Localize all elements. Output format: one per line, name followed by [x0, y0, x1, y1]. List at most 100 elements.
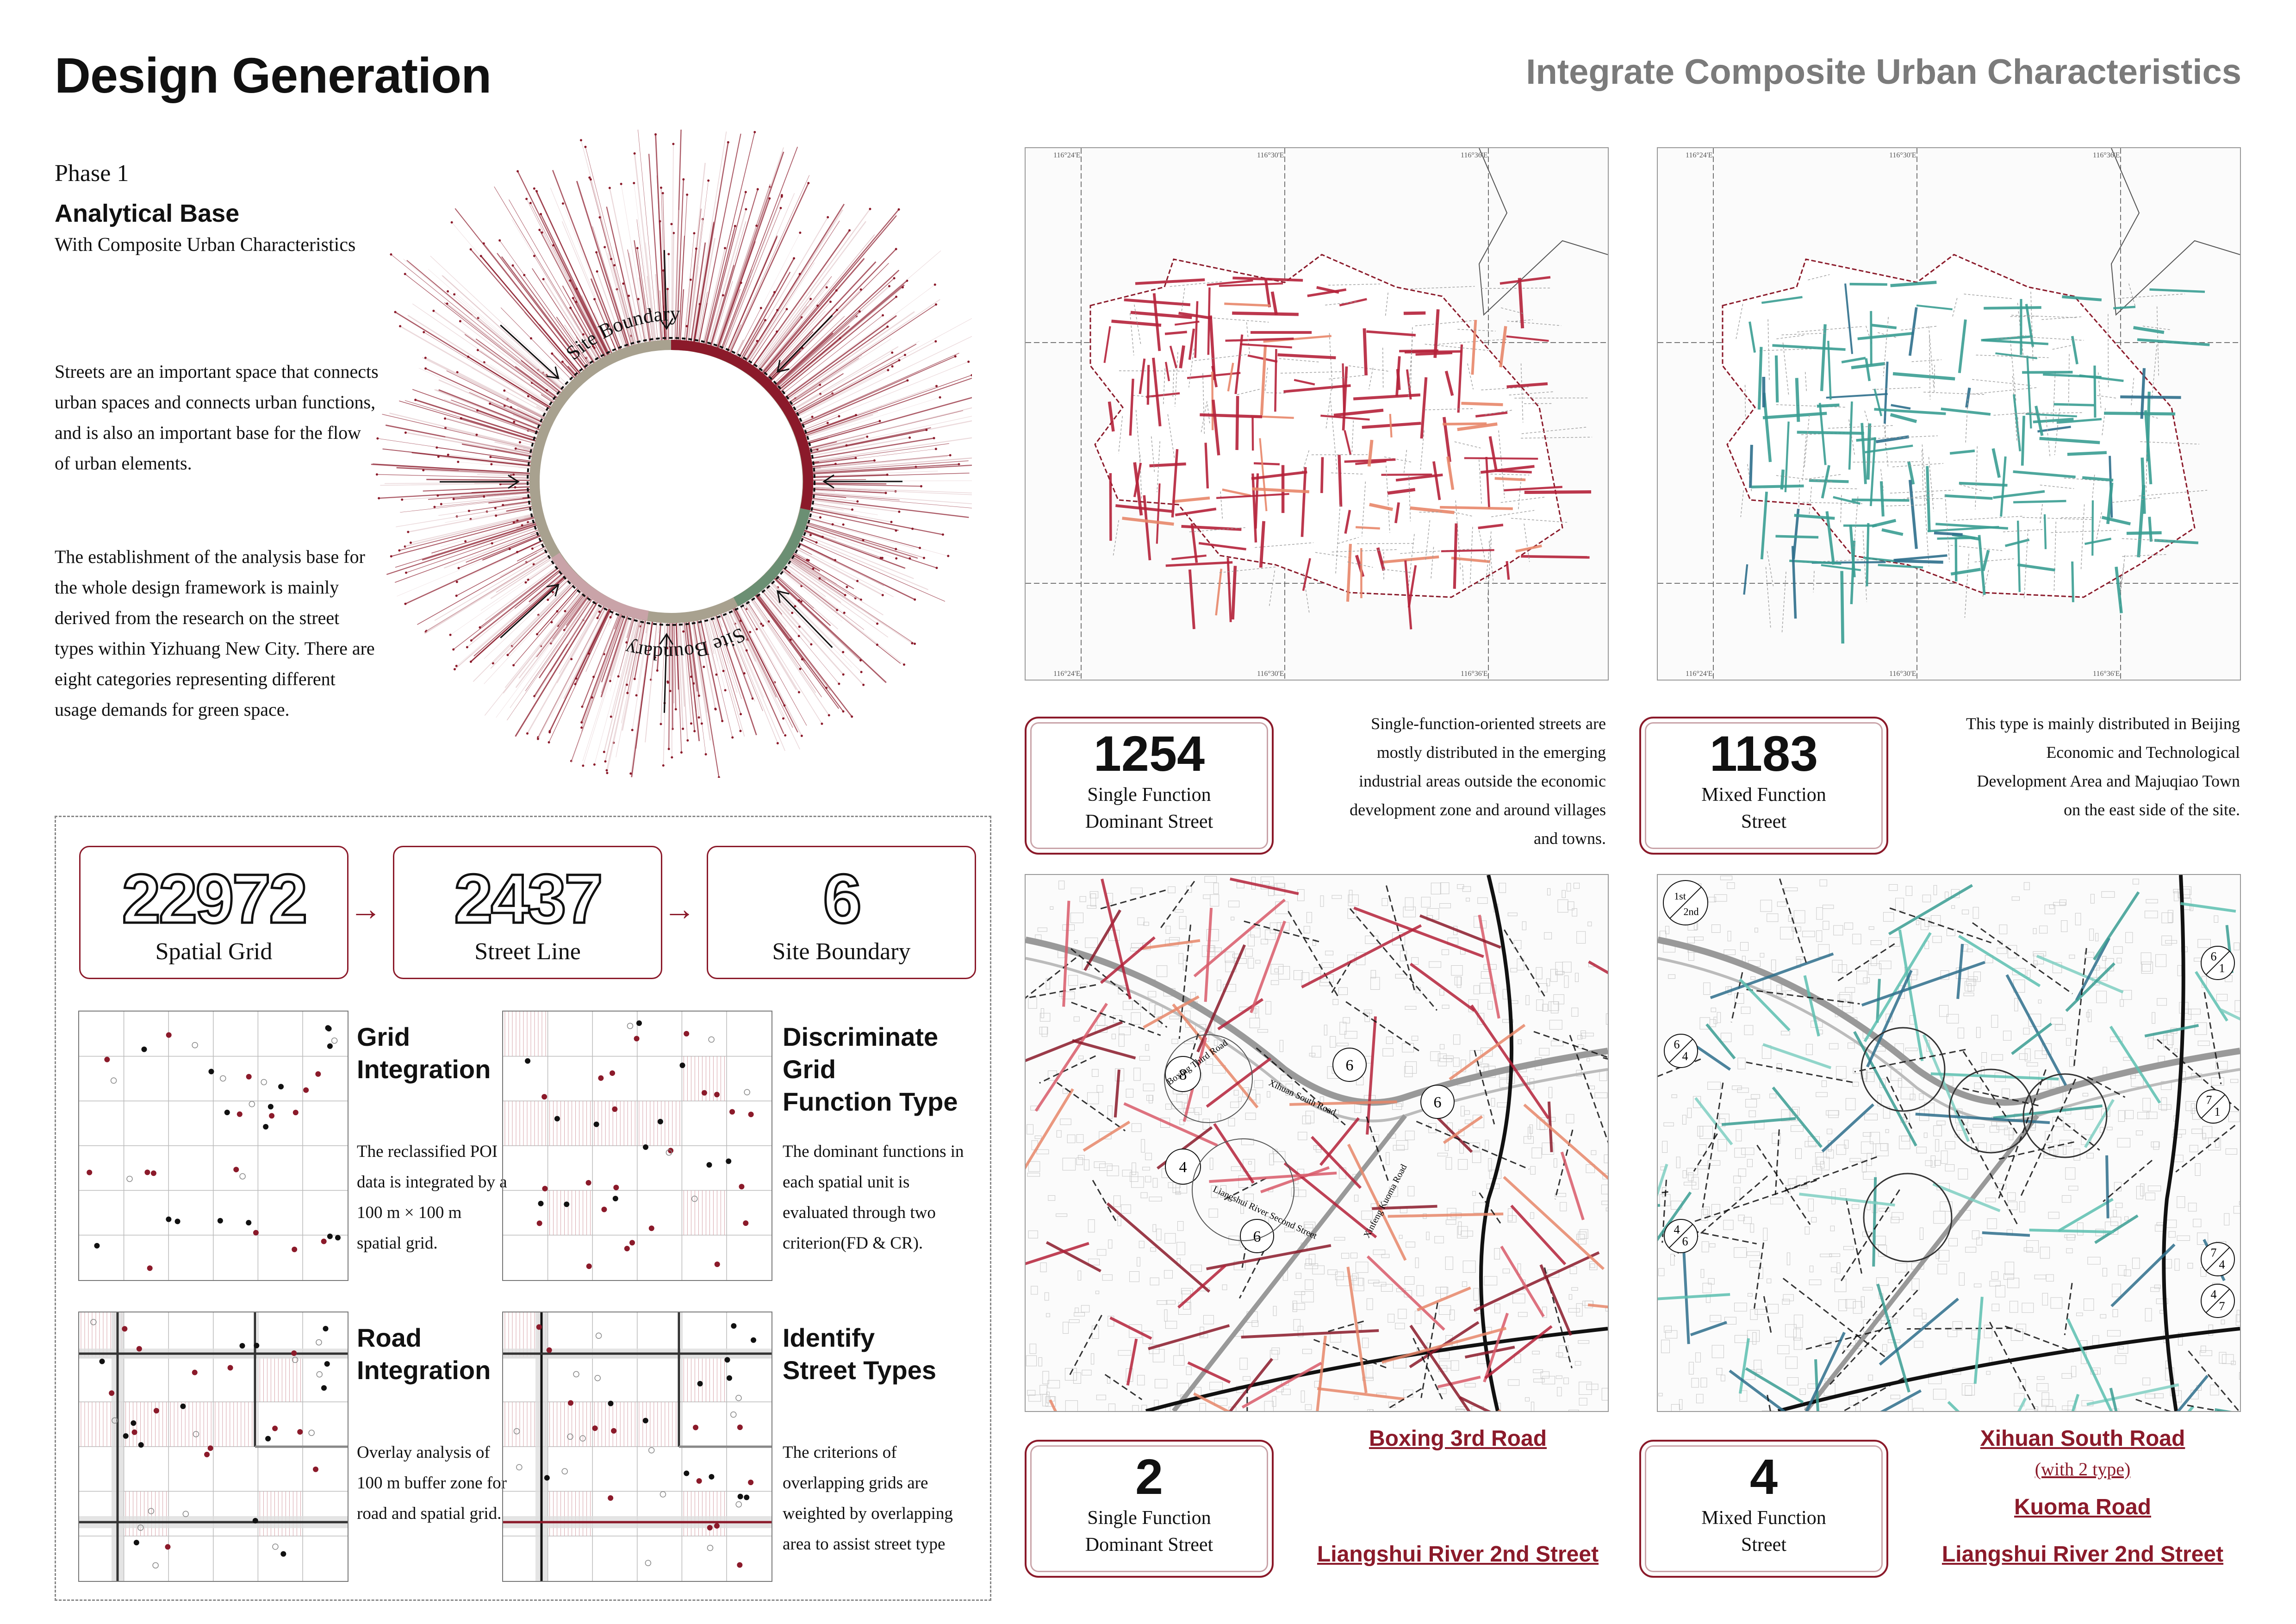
arrow-icon: → [663, 892, 696, 927]
street-line-label: Street Line [474, 938, 581, 965]
step-grid-integration-text: The reclassified POI data is integrated … [357, 1142, 507, 1253]
mixed-function-detail-count: 4 [1749, 1449, 1778, 1505]
fraction-bottom: 6 [1682, 1235, 1688, 1248]
fraction-bottom: 1 [2219, 962, 2225, 975]
ring-road-edge [1026, 957, 1608, 1123]
fraction-bottom: 2nd [1684, 906, 1699, 917]
radial-street-diagram: Site Boundary Site Boundary [371, 130, 972, 778]
single-function-count: 1254 [1093, 725, 1205, 781]
step-identify-text: The criterions of overlapping grids are … [783, 1443, 953, 1554]
method-paragraph: The establishment of the analysis base f… [55, 546, 375, 720]
mixed-function-city-map: 116°24'E 116°30'E 116°36'E 116°24'E 116°… [1657, 147, 2241, 681]
page-title: Design Generation [55, 47, 492, 103]
coord-label-2: 116°30'E [1257, 151, 1284, 159]
discriminate-grid-diagram [502, 1011, 772, 1281]
mixed-function-caption-1: Mixed Function [1701, 784, 1826, 806]
fraction-bottom: 4 [2219, 1258, 2225, 1271]
ring-road-edge [1658, 957, 2240, 1123]
count-box-site-boundary: 6 Site Boundary [707, 846, 976, 979]
mixed-function-detail-map: 1st 2nd 6 1 6 4 7 1 4 6 7 4 4 7 [1657, 874, 2241, 1412]
circle-label-6b: 6 [1434, 1094, 1442, 1111]
single-function-caption-2: Dominant Street [1085, 811, 1213, 832]
coord-label-bottom-2: 116°30'E [1889, 670, 1916, 678]
coord-label-1: 116°24'E [1053, 151, 1080, 159]
identify-street-types-diagram [502, 1312, 772, 1582]
coord-label-bottom-1: 116°24'E [1053, 670, 1080, 678]
mixed-function-detail-caption-1: Mixed Function [1701, 1507, 1826, 1529]
eastern-highway [2162, 875, 2185, 1411]
ring-road [1026, 937, 1608, 1106]
analytical-base-subtitle: With Composite Urban Characteristics [55, 234, 356, 256]
site-boundary-label: Site Boundary [772, 938, 911, 965]
road-label-kuoma: Xinfeng Kuoma Road [1362, 1162, 1409, 1239]
road-link-liangshui-right[interactable]: Liangshui River 2nd Street [1941, 1542, 2224, 1567]
road-link-xihuan-south[interactable]: Xihuan South Road [1980, 1426, 2185, 1451]
site-boundary-outline [1722, 254, 2196, 598]
diagonal-road [1804, 1114, 2039, 1411]
street-network [1658, 878, 2240, 1411]
fraction-top: 4 [1674, 1223, 1680, 1237]
fraction-circle: 71 [2196, 1089, 2230, 1124]
circle-label-4: 4 [1179, 1159, 1187, 1176]
spatial-grid-label: Spatial Grid [155, 938, 273, 965]
circle-label-8: 8 [1179, 1066, 1187, 1083]
fraction-top: 1st [1674, 890, 1686, 902]
road-link-kuoma[interactable]: Kuoma Road [2014, 1495, 2151, 1519]
diagonal-road [1172, 1114, 1407, 1411]
inward-arrows [439, 250, 902, 713]
step-road-integration-title: Road Integration [357, 1323, 491, 1385]
count-box-street-line: 2437 Street Line [393, 846, 662, 979]
fraction-circle: 47 [2201, 1284, 2235, 1318]
single-function-detail-count: 2 [1135, 1449, 1164, 1505]
step-identify-title: Identify Street Types [783, 1323, 936, 1385]
large-circles [1860, 1027, 2108, 1262]
coord-label-bottom-1: 116°24'E [1686, 670, 1712, 678]
fraction-top: 7 [2211, 1246, 2217, 1260]
eastern-highway [1479, 875, 1513, 1411]
circle-label-6c: 6 [1253, 1228, 1261, 1245]
analytical-base-title: Analytical Base [55, 200, 240, 227]
street-network [1736, 274, 2210, 644]
coord-label-bottom-3: 116°36'E [1461, 670, 1487, 678]
road-note-two-types: (with 2 type) [2035, 1459, 2131, 1480]
southern-highway [1145, 1327, 1608, 1411]
fraction-circle: 74 [2201, 1242, 2235, 1276]
mixed-function-description: This type is mainly distributed in Beiji… [1966, 714, 2240, 819]
mixed-function-detail-box: 4 Mixed Function Street [1639, 1440, 1888, 1578]
grid-integration-diagram [78, 1011, 348, 1281]
road-link-liangshui-left[interactable]: Liangshui River 2nd Street [1317, 1542, 1599, 1567]
road-link-boxing-3rd[interactable]: Boxing 3rd Road [1369, 1426, 1547, 1451]
single-function-description: Single-function-oriented streets are mos… [1350, 714, 1606, 848]
coord-label-2: 116°30'E [1889, 151, 1916, 159]
coord-label-bottom-3: 116°36'E [2093, 670, 2120, 678]
mixed-function-count: 1183 [1709, 725, 1818, 781]
numbered-circles: 8 6 6 4 6 [1164, 1034, 1455, 1253]
single-function-detail-map: 8 6 6 4 6 Boxing Third Road Xihuan South… [1025, 874, 1609, 1412]
boundary-ring-dark-arc [671, 339, 814, 511]
step-discriminate-title: Discriminate Grid Function Type [783, 1022, 958, 1116]
boundary-ring-pink-arc [551, 552, 649, 621]
single-function-count-box: 1254 Single Function Dominant Street [1025, 717, 1274, 855]
single-function-caption-1: Single Function [1087, 784, 1211, 806]
step-discriminate-text: The dominant functions in each spatial u… [783, 1142, 964, 1253]
fraction-bottom: 4 [1682, 1049, 1688, 1063]
site-boundary-count: 6 [822, 859, 863, 939]
count-box-spatial-grid: 22972 Spatial Grid [79, 846, 348, 979]
boundary-dashed-ring [527, 337, 815, 626]
single-function-detail-caption-2: Dominant Street [1085, 1534, 1213, 1555]
street-line-count: 2437 [453, 859, 604, 939]
fraction-circle: 61 [2201, 946, 2235, 980]
step-grid-integration-title: Grid Integration [357, 1022, 491, 1084]
fraction-bottom: 1 [2215, 1105, 2221, 1118]
boundary-ring-green-arc [733, 508, 810, 606]
single-function-city-map: 116°24'E 116°30'E 116°36'E 116°24'E 116°… [1025, 147, 1609, 681]
process-panel: 22972 Spatial Grid → 2437 Street Line → … [55, 816, 991, 1601]
street-network [1026, 877, 1608, 1411]
single-function-detail-box: 2 Single Function Dominant Street [1025, 1440, 1274, 1578]
street-network [1103, 276, 1592, 630]
coord-label-1: 116°24'E [1686, 151, 1712, 159]
fraction-bottom: 7 [2219, 1299, 2225, 1313]
intro-paragraph: Streets are an important space that conn… [55, 361, 379, 474]
